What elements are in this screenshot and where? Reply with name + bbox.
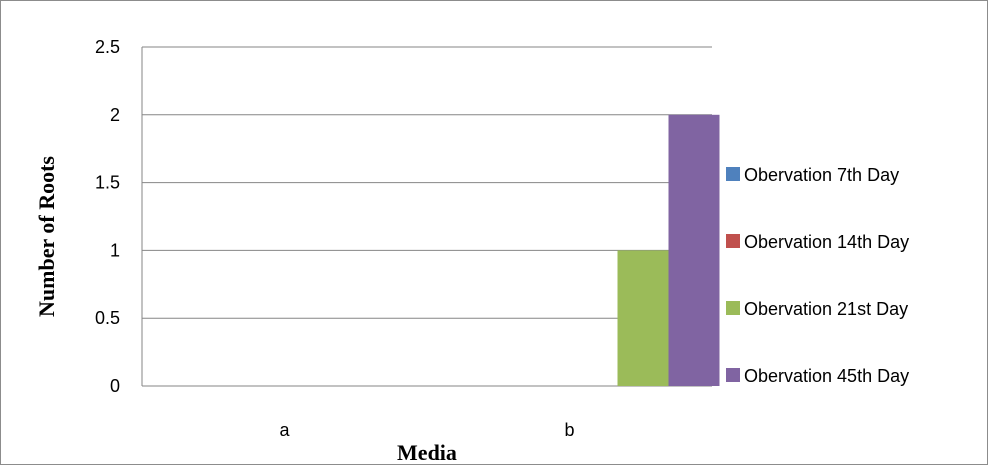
y-tick-label: 2.5 [95,37,120,57]
y-tick-label: 1.5 [95,173,120,193]
y-tick-labels: 0 0.5 1 1.5 2 2.5 [95,37,120,396]
y-tick-label: 1 [110,240,120,260]
y-tick-label: 2 [110,105,120,125]
legend: Obervation 7th Day Obervation 14th Day Obe… [726,165,909,386]
x-tick-label: a [279,420,290,440]
legend-swatch [726,167,740,181]
legend-label: Obervation 14th Day [744,232,909,252]
gridlines [141,46,712,387]
y-tick-label: 0.5 [95,308,120,328]
legend-label: Obervation 7th Day [744,165,899,185]
bars [617,114,720,387]
legend-swatch [726,368,740,382]
y-tick-label: 0 [110,376,120,396]
bar-b-series-3 [617,250,669,386]
legend-swatch [726,234,740,248]
x-axis-title: Media [397,440,457,465]
y-axis-title: Number of Roots [34,156,59,317]
legend-label: Obervation 45th Day [744,366,909,386]
legend-label: Obervation 21st Day [744,299,908,319]
x-tick-label: b [564,420,574,440]
bar-b-series-4 [668,114,720,387]
legend-swatch [726,301,740,315]
